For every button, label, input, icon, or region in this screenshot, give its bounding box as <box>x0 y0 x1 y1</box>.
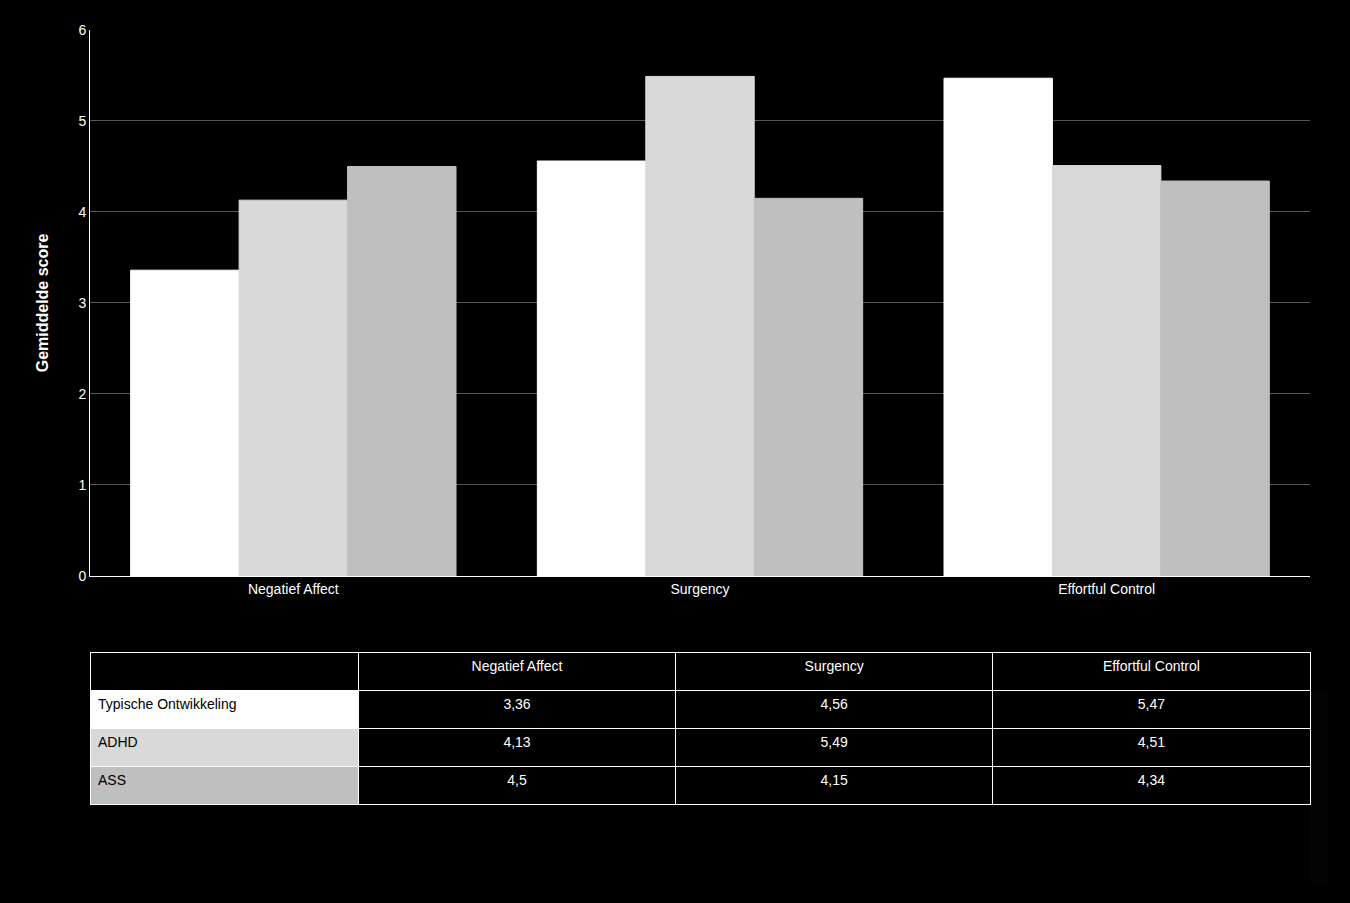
svg-text:Surgency: Surgency <box>805 658 864 674</box>
svg-text:Negatief Affect: Negatief Affect <box>472 658 563 674</box>
svg-text:4,15: 4,15 <box>821 772 848 788</box>
svg-text:Effortful Control: Effortful Control <box>1058 581 1155 597</box>
svg-text:4: 4 <box>78 204 86 220</box>
svg-text:5,49: 5,49 <box>821 734 848 750</box>
svg-text:Gemiddelde score: Gemiddelde score <box>34 233 51 372</box>
svg-text:ASS: ASS <box>98 772 126 788</box>
svg-text:5,47: 5,47 <box>1138 696 1165 712</box>
svg-text:ADHD: ADHD <box>98 734 138 750</box>
svg-text:4,56: 4,56 <box>821 696 848 712</box>
svg-text:2: 2 <box>78 386 86 402</box>
svg-text:0: 0 <box>78 568 86 584</box>
svg-text:4,51: 4,51 <box>1138 734 1165 750</box>
svg-text:5: 5 <box>78 113 86 129</box>
svg-text:6: 6 <box>78 22 86 38</box>
svg-text:3: 3 <box>78 295 86 311</box>
svg-text:4,34: 4,34 <box>1138 772 1165 788</box>
svg-text:4,13: 4,13 <box>503 734 530 750</box>
svg-text:4,5: 4,5 <box>507 772 527 788</box>
svg-text:Surgency: Surgency <box>670 581 729 597</box>
svg-text:Effortful Control: Effortful Control <box>1103 658 1200 674</box>
svg-text:Typische Ontwikkeling: Typische Ontwikkeling <box>98 696 237 712</box>
svg-text:Negatief Affect: Negatief Affect <box>248 581 339 597</box>
svg-text:1: 1 <box>78 477 86 493</box>
svg-text:3,36: 3,36 <box>503 696 530 712</box>
